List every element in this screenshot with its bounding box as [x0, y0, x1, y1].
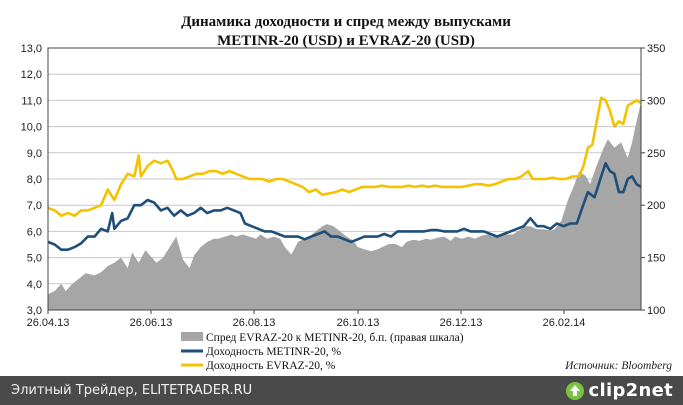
legend-label-evraz: Доходность EVRAZ-20, % — [206, 360, 336, 372]
y-left-tick-label: 13,0 — [21, 43, 42, 55]
x-tick-label: 26.02.14 — [543, 317, 586, 329]
x-tick-label: 26.06.13 — [130, 317, 173, 329]
clip2net-brand[interactable]: clip2net — [565, 379, 673, 402]
chart-title-line1: Динамика доходности и спред между выпуск… — [181, 14, 511, 30]
y-left-tick-label: 3,0 — [27, 305, 42, 317]
y-left-tick-label: 8,0 — [27, 174, 42, 186]
y-axis-right: 100 150 200 250 300 350 — [641, 43, 665, 317]
footer-bar: Элитный Трейдер, ELITETRADER.RU clip2net — [0, 376, 683, 405]
x-tick-label: 26.04.13 — [27, 317, 70, 329]
y-left-tick-label: 9,0 — [27, 148, 42, 160]
y-left-tick-label: 11,0 — [21, 95, 42, 107]
y-axis-left: 3,0 4,0 5,0 6,0 7,0 8,0 9,0 10,0 11,0 12,0 13,0 — [21, 43, 42, 317]
y-left-tick-label: 7,0 — [27, 200, 42, 212]
spread-series — [48, 102, 641, 310]
legend: Спред EVRAZ-20 к METINR-20, б.п. (правая… — [181, 332, 464, 372]
footer-site-text: Элитный Трейдер, ELITETRADER.RU — [11, 383, 253, 398]
chart: Динамика доходности и спред между выпуск… — [21, 14, 673, 372]
legend-swatch-spread — [181, 332, 203, 341]
y-left-tick-label: 12,0 — [21, 69, 42, 81]
series-evraz-line — [47, 96, 642, 217]
y-right-tick-label: 250 — [647, 148, 665, 160]
y-right-tick-label: 350 — [647, 43, 665, 55]
x-tick-label: 26.10.13 — [337, 317, 380, 329]
y-left-tick-label: 6,0 — [27, 226, 42, 238]
source-note: Источник: Bloomberg — [564, 360, 672, 372]
plot-border — [47, 47, 642, 311]
yield-series — [47, 96, 642, 251]
legend-label-metinr: Доходность METINR-20, % — [206, 346, 341, 358]
upload-arrow-icon — [565, 381, 584, 400]
brand-label: clip2net — [588, 380, 673, 401]
series-metinr-line — [47, 162, 642, 251]
y-right-tick-label: 150 — [647, 253, 665, 265]
y-left-tick-label: 5,0 — [27, 253, 42, 265]
y-right-tick-label: 200 — [647, 200, 665, 212]
y-right-tick-label: 100 — [647, 305, 665, 317]
legend-label-spread: Спред EVRAZ-20 к METINR-20, б.п. (правая… — [206, 332, 464, 344]
x-axis: 26.04.13 26.06.13 26.08.13 26.10.13 26.12.13… — [27, 310, 586, 329]
chart-title-line2: METINR-20 (USD) и EVRAZ-20 (USD) — [217, 33, 475, 49]
y-right-tick-label: 300 — [647, 95, 665, 107]
y-left-tick-label: 4,0 — [27, 279, 42, 291]
x-tick-label: 26.12.13 — [440, 317, 483, 329]
x-tick-label: 26.08.13 — [233, 317, 276, 329]
y-left-tick-label: 10,0 — [21, 122, 42, 134]
series-spread-area — [48, 102, 641, 310]
plot-frame — [47, 47, 642, 311]
